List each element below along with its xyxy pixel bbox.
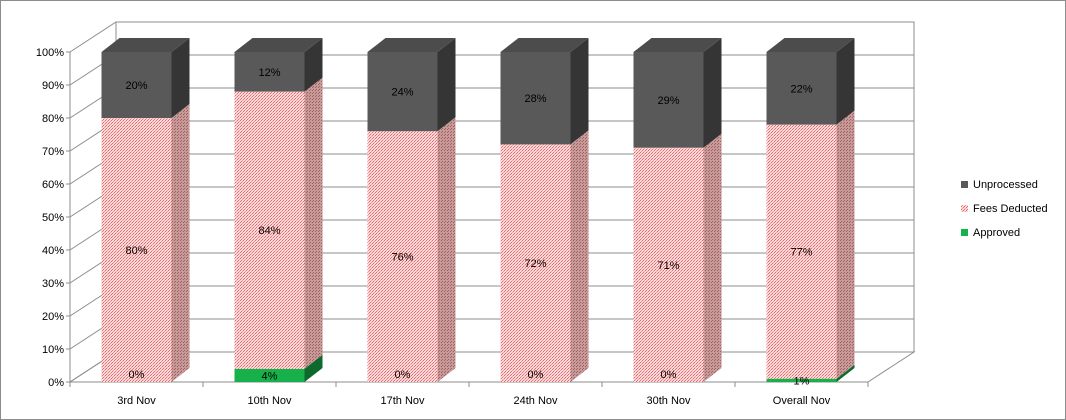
bar-side xyxy=(171,104,190,382)
bar-side xyxy=(570,130,589,382)
y-tick-label: 30% xyxy=(42,278,64,290)
bar-stack: 0% 80% 20% xyxy=(101,38,190,382)
bar-segment xyxy=(367,52,438,132)
bar-side xyxy=(836,364,855,382)
x-tick-label: 10th Nov xyxy=(247,395,292,407)
bar-side xyxy=(304,354,323,382)
data-label: 1% xyxy=(794,375,810,387)
bar-segment xyxy=(766,378,837,382)
data-label: 71% xyxy=(657,260,679,272)
bar-segment xyxy=(101,118,172,382)
bar-side xyxy=(703,133,722,382)
y-tick-label: 20% xyxy=(42,311,64,323)
y-tick-label: 10% xyxy=(42,344,64,356)
bar-side xyxy=(570,38,589,145)
legend-item: Fees Deducted xyxy=(961,203,1048,215)
x-tick-label: Overall Nov xyxy=(773,395,831,407)
bar-segment xyxy=(234,91,305,369)
data-label: 29% xyxy=(657,95,679,107)
legend-label: Approved xyxy=(973,227,1020,239)
data-label: 80% xyxy=(125,245,147,257)
x-tick-label: 30th Nov xyxy=(646,395,691,407)
bar-stack: 0% 76% 24% xyxy=(367,38,456,382)
bar-side xyxy=(437,117,456,382)
bar-side xyxy=(836,38,855,125)
data-label: 4% xyxy=(262,370,278,382)
bar-side xyxy=(171,38,190,118)
y-tick-label: 70% xyxy=(42,146,64,158)
bar-top xyxy=(633,38,722,52)
data-label: 0% xyxy=(395,369,411,381)
bar-top xyxy=(500,38,589,52)
data-label: 0% xyxy=(528,369,544,381)
data-label: 77% xyxy=(790,247,812,259)
y-tick-label: 80% xyxy=(42,113,64,125)
data-label: 0% xyxy=(129,369,145,381)
y-tick-label: 50% xyxy=(42,212,64,224)
data-label: 12% xyxy=(258,67,280,79)
bar-side xyxy=(437,38,456,132)
bar-segment xyxy=(766,52,837,125)
data-label: 20% xyxy=(125,80,147,92)
bar-segment xyxy=(766,124,837,379)
y-tick-label: 40% xyxy=(42,245,64,257)
data-label: 72% xyxy=(524,258,546,270)
x-tick-label: 24th Nov xyxy=(513,395,558,407)
bar-segment xyxy=(500,52,571,145)
gridline xyxy=(69,21,914,53)
x-axis: 3rd Nov 10th Nov 17th Nov 24th Nov 30th Nov O… xyxy=(69,381,869,407)
bar-side xyxy=(703,38,722,148)
y-axis: 0% 10% 20% 30% 40% 50% 60% 70% 80% 90% 100% xyxy=(36,47,71,389)
data-label: 84% xyxy=(258,225,280,237)
bar-side xyxy=(836,110,855,379)
legend-swatch xyxy=(961,205,968,212)
bar-top xyxy=(367,38,456,52)
legend-item: Unprocessed xyxy=(961,179,1038,191)
bar-top xyxy=(101,38,190,52)
bar-segment xyxy=(234,368,305,382)
bar-side xyxy=(304,38,323,92)
bar-stack: 0% 71% 29% xyxy=(633,38,722,382)
y-tick-label: 60% xyxy=(42,179,64,191)
legend-label: Fees Deducted xyxy=(973,203,1048,215)
bar-top xyxy=(234,38,323,52)
bar-segment xyxy=(633,52,704,148)
legend: Unprocessed Fees Deducted Approved xyxy=(961,179,1048,239)
y-tick-label: 0% xyxy=(48,377,64,389)
bar-segment xyxy=(367,131,438,382)
legend-swatch xyxy=(961,229,968,236)
bar-segment xyxy=(500,144,571,382)
bar-segment xyxy=(101,52,172,118)
bar-stack: 4% 84% 12% xyxy=(234,38,323,382)
y-tick-label: 100% xyxy=(36,47,64,59)
legend-label: Unprocessed xyxy=(973,179,1038,191)
data-label: 76% xyxy=(391,252,413,264)
bar-stack: 0% 72% 28% xyxy=(500,38,589,382)
data-label: 24% xyxy=(391,87,413,99)
y-tick-label: 90% xyxy=(42,80,64,92)
bar-segment xyxy=(633,147,704,382)
bar-stack: 1% 77% 22% xyxy=(766,38,855,387)
bar-top xyxy=(766,38,855,52)
data-label: 22% xyxy=(790,83,812,95)
bar-side xyxy=(304,77,323,369)
x-tick-label: 17th Nov xyxy=(380,395,425,407)
bars: 0% 80% 20% 4% 84% 12% 0% 76% 24% 0% 72% 28% 0% 71% 29%… xyxy=(101,38,855,387)
legend-item: Approved xyxy=(961,227,1020,239)
x-tick-label: 3rd Nov xyxy=(117,395,156,407)
bar-segment xyxy=(234,52,305,92)
data-label: 0% xyxy=(661,369,677,381)
data-label: 28% xyxy=(524,93,546,105)
legend-swatch xyxy=(961,181,968,188)
